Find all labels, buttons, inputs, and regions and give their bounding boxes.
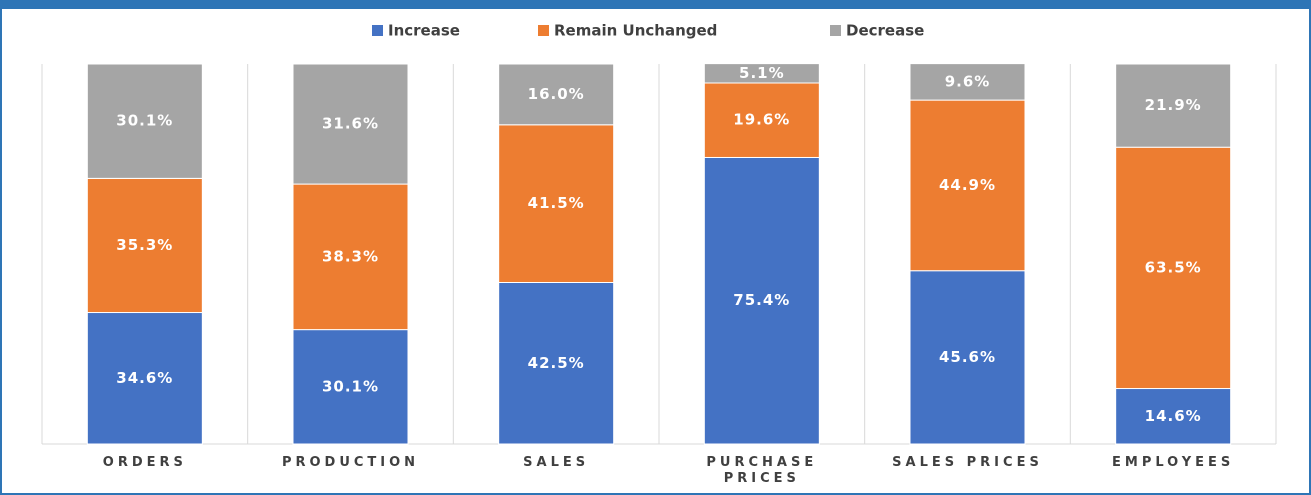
data-label: 45.6% xyxy=(939,348,996,366)
x-tick-label: SALES PRICES xyxy=(892,455,1043,470)
data-label: 5.1% xyxy=(739,64,785,82)
legend-label: Remain Unchanged xyxy=(554,22,717,40)
x-tick-label: PRODUCTION xyxy=(281,455,420,470)
legend-label: Decrease xyxy=(846,22,924,40)
bar-segment xyxy=(86,63,203,179)
data-label: 14.6% xyxy=(1145,407,1202,425)
data-label: 38.3% xyxy=(322,247,379,265)
data-label: 35.3% xyxy=(116,236,173,254)
data-label: 34.6% xyxy=(116,369,173,387)
legend-label: Increase xyxy=(388,22,460,40)
bar-segment xyxy=(498,124,615,283)
bar-segment xyxy=(909,99,1026,272)
data-label: 42.5% xyxy=(528,354,585,372)
x-tick-label: SALES xyxy=(523,455,590,470)
bar-segment xyxy=(292,63,409,185)
data-label: 30.1% xyxy=(322,377,379,395)
data-label: 21.9% xyxy=(1145,96,1202,114)
bar-segment xyxy=(1115,63,1232,148)
x-tick-label: ORDERS xyxy=(102,455,187,470)
data-label: 9.6% xyxy=(945,72,991,90)
data-label: 31.6% xyxy=(322,115,379,133)
bar-segment xyxy=(498,63,615,126)
data-label: 63.5% xyxy=(1145,258,1202,276)
data-label: 30.1% xyxy=(116,112,173,130)
bar-segment xyxy=(498,282,615,445)
bar-segment xyxy=(909,270,1026,445)
bar-segment xyxy=(703,82,820,158)
legend-swatch xyxy=(830,25,841,36)
data-label: 19.6% xyxy=(733,111,790,129)
bar-segment xyxy=(703,156,820,445)
data-label: 75.4% xyxy=(733,291,790,309)
x-tick-label: PURCHASE PRICES xyxy=(706,455,818,486)
data-label: 44.9% xyxy=(939,176,996,194)
x-tick-label: EMPLOYEES xyxy=(1112,455,1235,470)
legend-swatch xyxy=(372,25,383,36)
bar-segment xyxy=(1115,146,1232,390)
top-band xyxy=(0,0,1311,9)
data-label: 41.5% xyxy=(528,194,585,212)
bar-segment xyxy=(703,63,820,84)
data-label: 16.0% xyxy=(528,85,585,103)
legend-swatch xyxy=(538,25,549,36)
bar-segment xyxy=(86,312,203,445)
bar-segment xyxy=(909,63,1026,101)
